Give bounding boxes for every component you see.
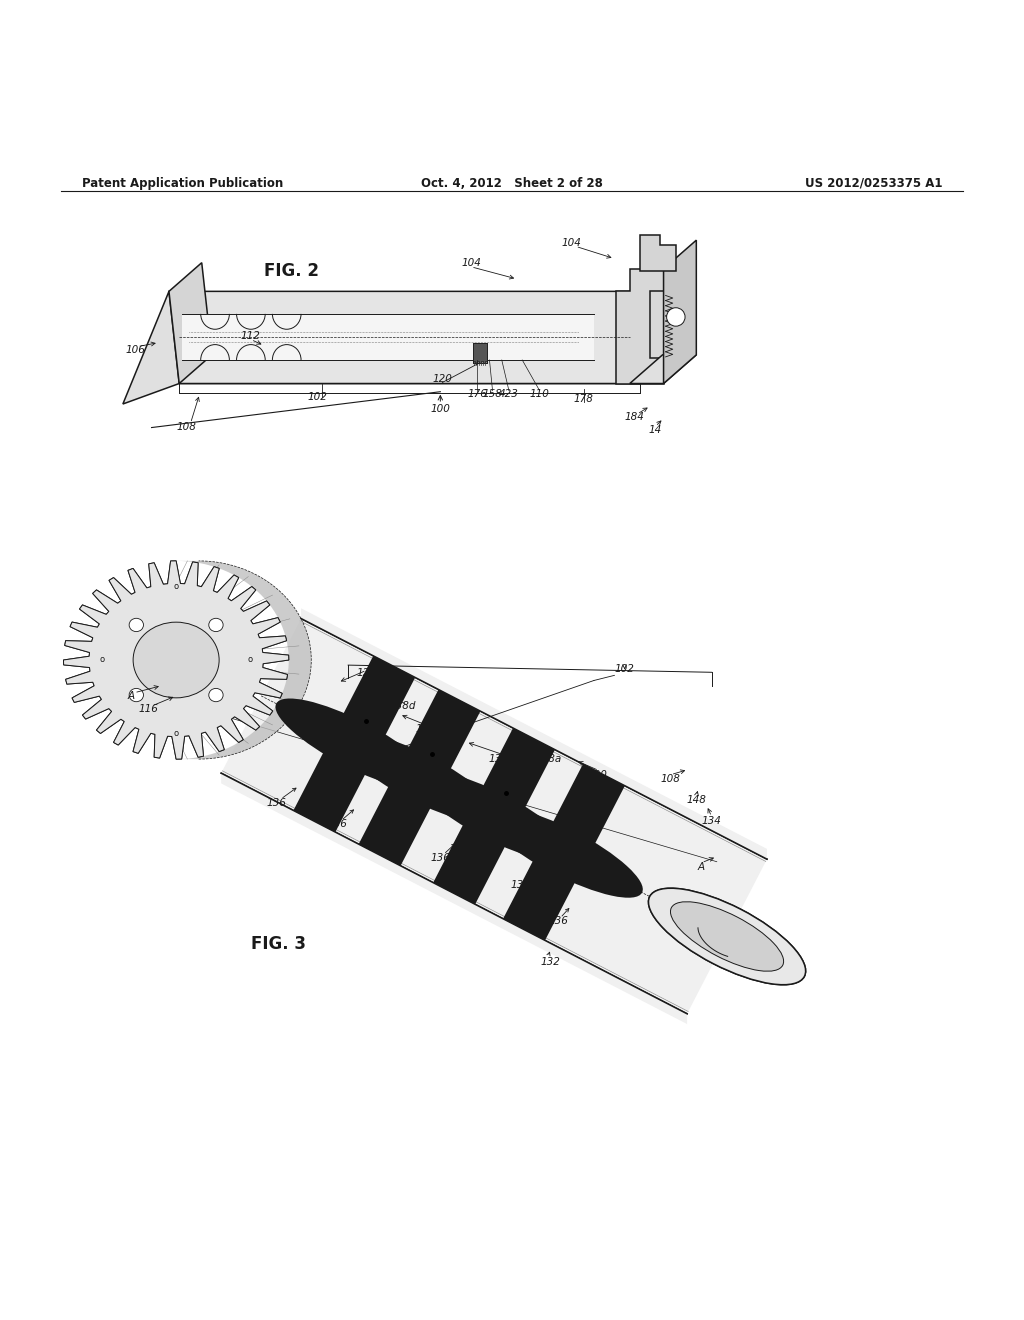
Text: 158: 158 [482, 389, 503, 399]
Polygon shape [473, 343, 487, 363]
Ellipse shape [341, 733, 499, 824]
Text: FIG. 3: FIG. 3 [251, 935, 306, 953]
Ellipse shape [415, 771, 573, 862]
Text: 136: 136 [430, 853, 451, 863]
Polygon shape [182, 314, 594, 360]
Text: 116: 116 [138, 704, 159, 714]
Polygon shape [169, 263, 212, 384]
Text: 176: 176 [467, 389, 487, 399]
Text: A: A [128, 690, 134, 701]
Text: 134: 134 [701, 816, 722, 826]
Text: 110: 110 [529, 389, 550, 399]
Polygon shape [293, 655, 416, 833]
Text: 108: 108 [660, 774, 681, 784]
Ellipse shape [667, 308, 685, 326]
Ellipse shape [129, 618, 143, 631]
Text: 118: 118 [425, 737, 445, 747]
Ellipse shape [485, 807, 643, 898]
Text: 184: 184 [625, 412, 645, 422]
Text: 102: 102 [614, 664, 635, 675]
Polygon shape [358, 689, 481, 867]
Polygon shape [630, 263, 673, 384]
Ellipse shape [671, 902, 783, 972]
Text: 138d: 138d [389, 701, 416, 711]
Text: 112: 112 [241, 331, 261, 342]
Ellipse shape [133, 622, 219, 698]
Text: 138b: 138b [488, 754, 515, 764]
Polygon shape [123, 292, 179, 404]
Polygon shape [473, 343, 487, 363]
Text: 120: 120 [356, 668, 377, 678]
Text: 104: 104 [461, 257, 481, 268]
Ellipse shape [648, 888, 806, 985]
Ellipse shape [129, 689, 143, 702]
Polygon shape [176, 561, 311, 759]
Text: o: o [247, 656, 253, 664]
Polygon shape [503, 763, 626, 941]
Polygon shape [63, 561, 289, 759]
Text: 104: 104 [561, 238, 582, 248]
Text: 136: 136 [510, 880, 530, 890]
Polygon shape [221, 774, 687, 1024]
Text: 130: 130 [587, 770, 607, 780]
Text: o: o [173, 729, 179, 738]
Text: 136: 136 [328, 818, 348, 829]
Text: 100: 100 [430, 404, 451, 414]
Ellipse shape [209, 618, 223, 631]
Text: 120: 120 [432, 375, 453, 384]
Ellipse shape [671, 902, 783, 972]
Polygon shape [640, 235, 676, 271]
Text: 136: 136 [548, 916, 568, 927]
Text: 138a: 138a [536, 754, 562, 764]
Text: 14: 14 [649, 425, 662, 434]
Text: o: o [173, 582, 179, 591]
Text: 138c: 138c [415, 723, 441, 734]
Text: 148: 148 [686, 795, 707, 805]
Text: FIG. 2: FIG. 2 [264, 261, 319, 280]
Text: Oct. 4, 2012   Sheet 2 of 28: Oct. 4, 2012 Sheet 2 of 28 [421, 177, 603, 190]
Text: 102: 102 [307, 392, 328, 401]
Polygon shape [433, 727, 555, 906]
Polygon shape [63, 561, 289, 759]
Text: Patent Application Publication: Patent Application Publication [82, 177, 284, 190]
Polygon shape [664, 240, 696, 384]
Text: 423: 423 [499, 389, 519, 399]
Text: A: A [698, 862, 705, 871]
Polygon shape [630, 355, 696, 384]
Polygon shape [301, 609, 767, 859]
Polygon shape [179, 355, 673, 384]
Text: US 2012/0253375 A1: US 2012/0253375 A1 [805, 177, 942, 190]
Text: 132: 132 [541, 957, 561, 968]
Polygon shape [169, 292, 640, 384]
Ellipse shape [275, 698, 433, 789]
Text: 178: 178 [573, 393, 594, 404]
Ellipse shape [648, 888, 806, 985]
Polygon shape [616, 269, 664, 384]
Text: 106: 106 [125, 345, 145, 355]
Text: o: o [99, 656, 105, 664]
Ellipse shape [209, 689, 223, 702]
Text: 108: 108 [176, 421, 197, 432]
Polygon shape [221, 619, 767, 1014]
Text: 136: 136 [266, 799, 287, 808]
